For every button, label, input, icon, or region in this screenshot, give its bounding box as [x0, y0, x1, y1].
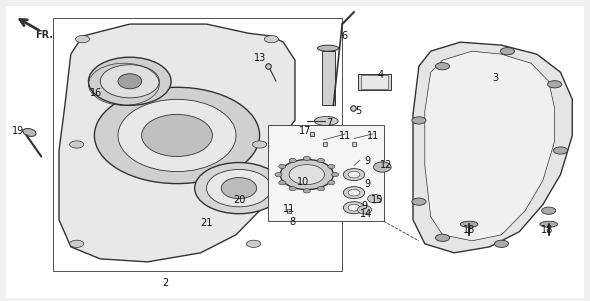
- Ellipse shape: [88, 57, 171, 105]
- Ellipse shape: [314, 116, 338, 126]
- Ellipse shape: [70, 141, 84, 148]
- Polygon shape: [413, 42, 572, 253]
- Ellipse shape: [368, 194, 382, 203]
- Ellipse shape: [328, 164, 335, 169]
- Ellipse shape: [76, 36, 90, 43]
- Ellipse shape: [540, 221, 558, 227]
- Ellipse shape: [289, 165, 325, 185]
- Ellipse shape: [195, 163, 283, 214]
- Text: 21: 21: [201, 218, 212, 228]
- Ellipse shape: [278, 164, 286, 169]
- Text: 4: 4: [378, 70, 384, 80]
- Text: 17: 17: [300, 126, 312, 136]
- Text: 14: 14: [360, 209, 372, 219]
- Ellipse shape: [278, 181, 286, 185]
- Text: 7: 7: [326, 118, 332, 129]
- Ellipse shape: [289, 187, 296, 191]
- Text: 10: 10: [297, 177, 309, 187]
- Ellipse shape: [348, 204, 360, 211]
- Ellipse shape: [303, 156, 310, 160]
- Ellipse shape: [221, 178, 257, 199]
- Ellipse shape: [289, 158, 296, 163]
- Ellipse shape: [247, 240, 261, 247]
- Text: 16: 16: [90, 88, 102, 98]
- Text: 19: 19: [12, 126, 24, 136]
- Text: 2: 2: [162, 278, 168, 288]
- Ellipse shape: [548, 81, 562, 88]
- Bar: [322, 51, 335, 105]
- Ellipse shape: [348, 189, 360, 196]
- Ellipse shape: [542, 207, 556, 214]
- Ellipse shape: [412, 117, 426, 124]
- Ellipse shape: [280, 160, 333, 190]
- Ellipse shape: [70, 240, 84, 247]
- Ellipse shape: [23, 129, 36, 136]
- Ellipse shape: [253, 141, 267, 148]
- Ellipse shape: [303, 189, 310, 193]
- Ellipse shape: [275, 172, 282, 177]
- Text: 11: 11: [283, 204, 295, 214]
- Bar: [358, 74, 391, 90]
- Text: 20: 20: [233, 195, 245, 205]
- Text: FR.: FR.: [35, 30, 54, 40]
- Bar: [268, 125, 384, 221]
- Text: 15: 15: [372, 195, 384, 205]
- Text: 9: 9: [365, 156, 371, 166]
- Text: 13: 13: [254, 53, 266, 63]
- Ellipse shape: [206, 169, 271, 207]
- Ellipse shape: [343, 187, 365, 199]
- Ellipse shape: [142, 114, 212, 157]
- Ellipse shape: [118, 74, 142, 89]
- Text: 18: 18: [542, 225, 553, 235]
- Ellipse shape: [118, 99, 236, 172]
- Ellipse shape: [500, 48, 514, 55]
- Ellipse shape: [358, 206, 372, 214]
- Ellipse shape: [332, 172, 339, 177]
- Polygon shape: [59, 24, 295, 262]
- Text: 8: 8: [289, 217, 295, 227]
- Ellipse shape: [317, 158, 324, 163]
- Ellipse shape: [343, 202, 365, 214]
- Text: 11: 11: [367, 131, 379, 141]
- Ellipse shape: [435, 234, 450, 241]
- Ellipse shape: [94, 87, 260, 184]
- Text: 6: 6: [341, 31, 347, 41]
- Ellipse shape: [494, 240, 509, 247]
- Ellipse shape: [317, 187, 324, 191]
- Ellipse shape: [100, 65, 159, 98]
- Ellipse shape: [373, 162, 391, 172]
- Ellipse shape: [317, 45, 339, 51]
- Text: 5: 5: [355, 106, 361, 116]
- Text: 3: 3: [493, 73, 499, 83]
- Text: 18: 18: [463, 225, 475, 235]
- Text: 9: 9: [365, 179, 371, 189]
- Ellipse shape: [348, 171, 360, 178]
- Text: 9: 9: [362, 201, 368, 211]
- Polygon shape: [425, 51, 555, 241]
- Ellipse shape: [264, 36, 278, 43]
- Ellipse shape: [328, 181, 335, 185]
- Text: 11: 11: [339, 131, 351, 141]
- Bar: [361, 75, 388, 89]
- Bar: [53, 18, 342, 271]
- Ellipse shape: [435, 63, 450, 70]
- Ellipse shape: [460, 221, 478, 227]
- Ellipse shape: [412, 198, 426, 205]
- Ellipse shape: [343, 169, 365, 181]
- Text: 12: 12: [381, 160, 392, 170]
- Ellipse shape: [553, 147, 568, 154]
